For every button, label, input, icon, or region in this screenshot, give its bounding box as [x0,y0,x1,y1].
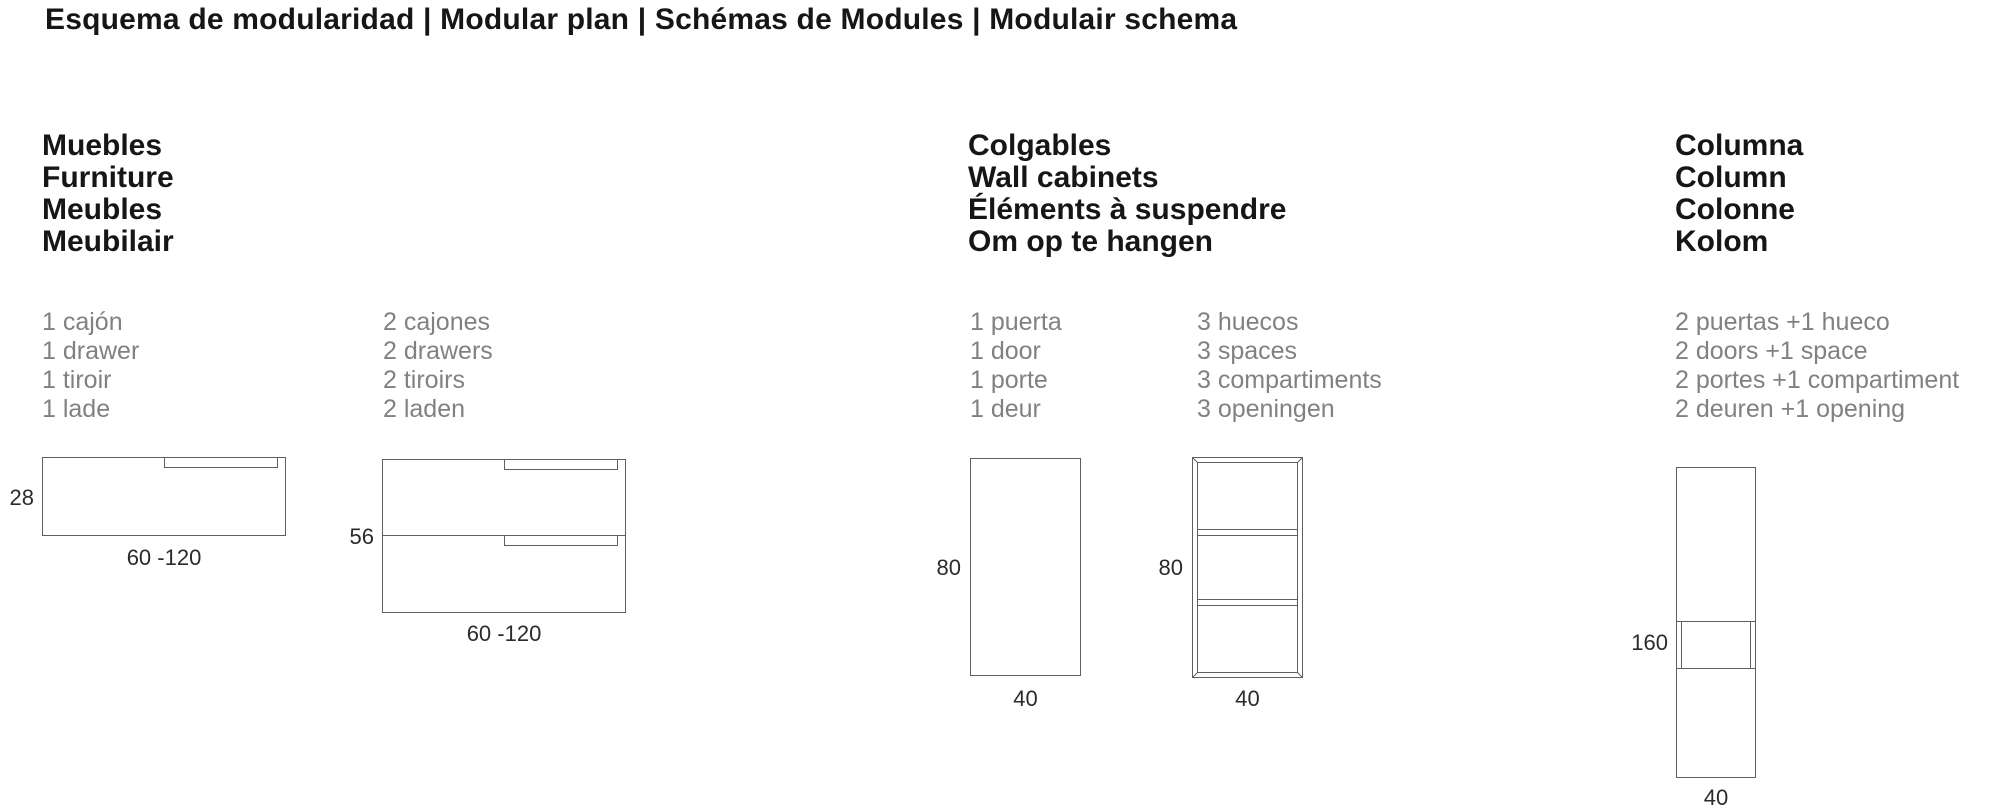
module-description-one-drawer: 1 cajón 1 drawer 1 tiroir 1 lade [42,308,139,424]
dimension-height-one-door: 80 [936,555,961,580]
dimension-width-three-spaces: 40 [1235,686,1260,711]
dimension-height-two-doors-one-space: 160 [1631,630,1668,655]
dimension-width-two-doors-one-space: 40 [1703,785,1729,810]
description-line: 3 openingen [1197,395,1335,423]
module-description-one-door: 1 puerta 1 door 1 porte 1 deur [970,308,1062,424]
description-line: 1 drawer [42,337,140,365]
diagram-one-drawer [42,457,286,536]
module-description-two-drawers: 2 cajones 2 drawers 2 tiroirs 2 laden [383,308,493,424]
description-line: 1 tiroir [42,366,112,394]
description-line: 2 laden [383,395,466,423]
diagram-two-doors-one-space [1676,467,1756,778]
description-line: 2 deuren +1 opening [1675,395,1906,423]
description-line: 1 door [970,337,1041,365]
heading-line: Colgables [968,129,1112,162]
dimension-height-one-drawer: 28 [9,485,34,510]
heading-line: Meubles [42,193,163,226]
dimension-width-one-drawer: 60 -120 [126,545,202,570]
heading-line: Colonne [1675,193,1795,226]
drawer-divider-line [382,535,626,536]
description-line: 3 huecos [1197,308,1299,336]
dimension-width-two-drawers: 60 -120 [466,621,542,646]
heading-line: Column [1675,161,1787,194]
cabinet-frame-inner [1197,462,1298,673]
heading-line: Muebles [42,129,163,162]
description-line: 2 drawers [383,337,493,365]
heading-line: Furniture [42,161,174,194]
heading-line: Meubilair [42,225,174,258]
section-heading-wall-cabinets: Colgables Wall cabinets Éléments à suspe… [968,130,1286,258]
description-line: 3 spaces [1197,337,1298,365]
heading-line: Éléments à suspendre [968,193,1287,226]
drawer-handle-notch [164,458,278,468]
heading-line: Om op te hangen [968,225,1214,258]
heading-line: Columna [1675,129,1804,162]
drawer-handle-notch [504,536,618,546]
section-heading-column: Columna Column Colonne Kolom [1675,130,1803,258]
description-line: 2 portes +1 compartiment [1675,366,1960,394]
description-line: 3 compartiments [1197,366,1382,394]
description-line: 2 tiroirs [383,366,465,394]
dimension-width-one-door: 40 [1013,686,1038,711]
description-line: 1 puerta [970,308,1062,336]
description-line: 2 doors +1 space [1675,337,1868,365]
diagram-two-drawers [382,459,626,613]
page-title: Esquema de modularidad | Modular plan | … [45,3,1238,36]
heading-line: Wall cabinets [968,161,1159,194]
corner-bevel [1297,672,1303,678]
description-line: 1 cajón [42,308,123,336]
dimension-height-two-drawers: 56 [349,524,374,549]
corner-bevel [1192,457,1198,463]
section-heading-furniture: Muebles Furniture Meubles Meubilair [42,130,174,258]
column-outline [1676,467,1756,778]
description-line: 2 cajones [383,308,491,336]
diagram-three-spaces [1192,457,1303,678]
corner-bevel [1297,457,1303,463]
corner-bevel [1192,672,1198,678]
description-line: 1 deur [970,395,1041,423]
description-line: 2 puertas +1 hueco [1675,308,1890,336]
dimension-height-three-spaces: 80 [1158,555,1183,580]
heading-line: Kolom [1675,225,1769,258]
module-description-three-spaces: 3 huecos 3 spaces 3 compartiments 3 open… [1197,308,1382,424]
module-description-two-doors-one-space: 2 puertas +1 hueco 2 doors +1 space 2 po… [1675,308,1959,424]
description-line: 1 porte [970,366,1048,394]
diagram-one-door [970,458,1081,676]
drawer-handle-notch [504,460,618,470]
description-line: 1 lade [42,395,111,423]
